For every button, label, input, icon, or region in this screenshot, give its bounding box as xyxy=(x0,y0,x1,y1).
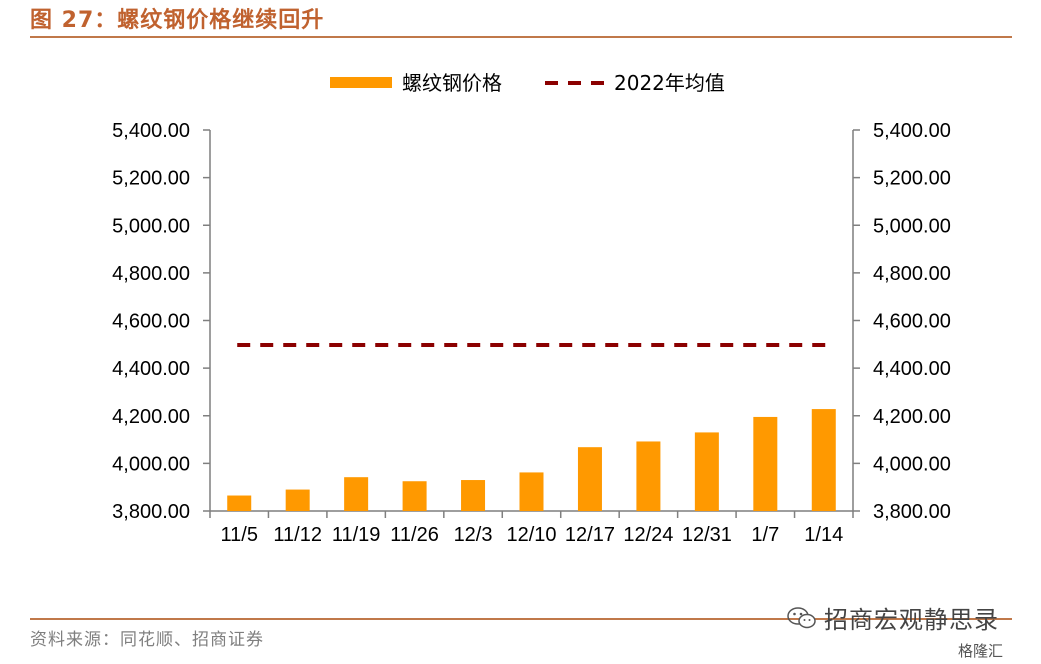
y-tick-label-left: 5,400.00 xyxy=(112,120,190,142)
legend-swatch-bar xyxy=(330,77,392,88)
bar xyxy=(227,495,252,511)
wechat-icon xyxy=(787,607,816,629)
y-tick-label-right: 5,400.00 xyxy=(873,120,951,142)
x-tick-label: 1/7 xyxy=(751,524,779,546)
y-tick-label-left: 4,600.00 xyxy=(112,311,190,333)
bar xyxy=(461,480,486,511)
y-tick-label-right: 4,600.00 xyxy=(873,311,951,333)
bar xyxy=(753,416,778,511)
y-tick-label-left: 4,200.00 xyxy=(112,406,190,428)
x-tick-label: 12/24 xyxy=(623,524,673,546)
y-tick-label-right: 3,800.00 xyxy=(873,501,951,523)
bar xyxy=(694,432,719,511)
watermark: 招商宏观静思录 xyxy=(824,606,999,634)
figure-title: 图 27：螺纹钢价格继续回升 xyxy=(30,8,325,33)
axes: 3,800.00 3,800.00 4,000.00 4,000.00 4,200.00… xyxy=(112,120,951,546)
y-tick-label-left: 4,000.00 xyxy=(112,453,190,475)
bar xyxy=(402,481,427,511)
y-tick-label-right: 5,000.00 xyxy=(873,215,951,237)
y-tick-label-left: 5,200.00 xyxy=(112,168,190,190)
bar xyxy=(636,441,661,511)
bar xyxy=(344,477,369,511)
x-tick-label: 11/26 xyxy=(390,524,439,546)
title-rule xyxy=(30,36,1012,38)
y-tick-label-right: 4,200.00 xyxy=(873,406,951,428)
legend-label-line: 2022年均值 xyxy=(614,71,725,95)
y-tick-label-left: 4,400.00 xyxy=(112,358,190,380)
y-tick-label-left: 3,800.00 xyxy=(112,501,190,523)
bar xyxy=(519,472,544,511)
x-tick-label: 12/31 xyxy=(682,524,732,546)
legend: 螺纹钢价格 2022年均值 xyxy=(330,71,725,95)
y-tick-label-right: 4,800.00 xyxy=(873,263,951,285)
bar xyxy=(577,447,602,511)
source-note: 资料来源：同花顺、招商证券 xyxy=(30,630,264,650)
x-tick-label: 12/10 xyxy=(506,524,556,546)
source-rule xyxy=(30,618,1012,620)
y-tick-label-right: 4,400.00 xyxy=(873,358,951,380)
legend-label-bar: 螺纹钢价格 xyxy=(402,71,502,95)
bars xyxy=(227,409,836,511)
y-tick-label-right: 4,000.00 xyxy=(873,453,951,475)
x-tick-label: 11/19 xyxy=(332,524,381,546)
y-tick-label-right: 5,200.00 xyxy=(873,168,951,190)
x-tick-label: 11/5 xyxy=(221,524,258,546)
bar xyxy=(285,489,310,511)
y-tick-label-left: 5,000.00 xyxy=(112,215,190,237)
x-tick-label: 12/3 xyxy=(454,524,493,546)
x-tick-label: 1/14 xyxy=(804,524,843,546)
watermark-small: 格隆汇 xyxy=(958,642,1004,660)
bar xyxy=(811,409,836,511)
x-tick-label: 11/12 xyxy=(273,524,322,546)
y-tick-label-left: 4,800.00 xyxy=(112,263,190,285)
x-tick-label: 12/17 xyxy=(565,524,615,546)
